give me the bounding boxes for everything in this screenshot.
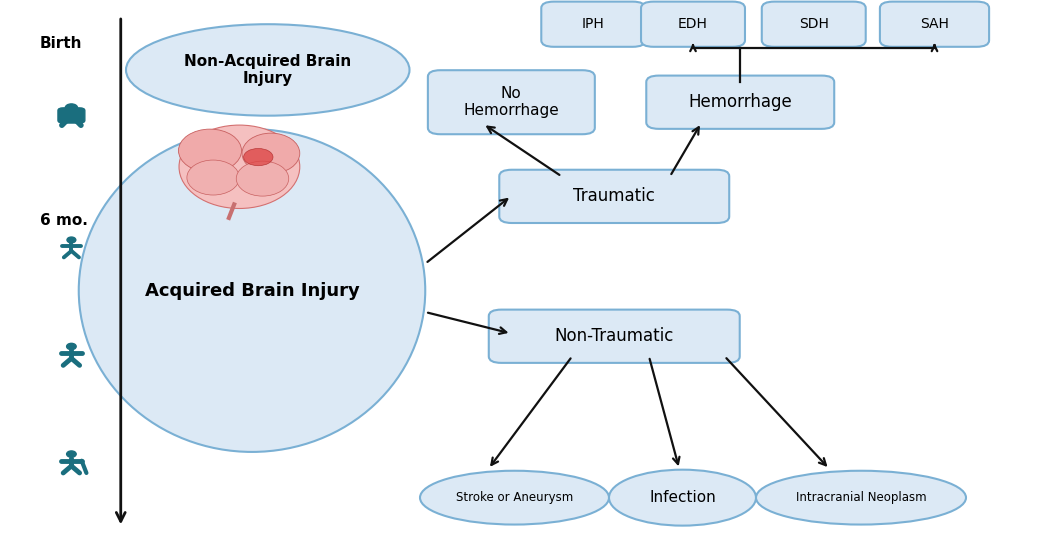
Ellipse shape (126, 24, 410, 116)
FancyBboxPatch shape (428, 70, 594, 134)
Text: Hemorrhage: Hemorrhage (689, 93, 792, 111)
Text: Stroke or Aneurysm: Stroke or Aneurysm (456, 491, 573, 504)
Ellipse shape (66, 451, 77, 457)
Text: Traumatic: Traumatic (573, 187, 655, 206)
FancyBboxPatch shape (646, 76, 834, 129)
FancyBboxPatch shape (542, 2, 645, 47)
Ellipse shape (66, 343, 77, 350)
Ellipse shape (236, 161, 289, 196)
Ellipse shape (756, 471, 966, 525)
Ellipse shape (178, 125, 300, 209)
Text: Non-Acquired Brain
Injury: Non-Acquired Brain Injury (184, 54, 352, 86)
FancyBboxPatch shape (499, 170, 729, 223)
Text: SDH: SDH (799, 17, 828, 31)
Text: No
Hemorrhage: No Hemorrhage (463, 86, 560, 118)
FancyBboxPatch shape (762, 2, 865, 47)
FancyBboxPatch shape (640, 2, 746, 47)
Ellipse shape (178, 129, 242, 172)
Ellipse shape (67, 237, 76, 243)
Text: SAH: SAH (920, 17, 949, 31)
Text: 6 mo.: 6 mo. (40, 213, 88, 228)
Text: IPH: IPH (582, 17, 605, 31)
Text: Acquired Brain Injury: Acquired Brain Injury (145, 281, 359, 300)
Ellipse shape (244, 148, 273, 166)
Ellipse shape (243, 133, 300, 174)
Ellipse shape (609, 470, 756, 526)
FancyBboxPatch shape (58, 108, 85, 123)
Text: EDH: EDH (678, 17, 708, 31)
FancyBboxPatch shape (880, 2, 989, 47)
Text: Infection: Infection (649, 490, 716, 505)
Ellipse shape (65, 104, 78, 111)
Text: Intracranial Neoplasm: Intracranial Neoplasm (796, 491, 926, 504)
Text: Birth: Birth (40, 36, 82, 51)
Ellipse shape (187, 160, 239, 195)
Ellipse shape (420, 471, 609, 525)
Ellipse shape (79, 129, 425, 452)
FancyBboxPatch shape (488, 310, 739, 363)
Text: Non-Traumatic: Non-Traumatic (554, 327, 674, 345)
